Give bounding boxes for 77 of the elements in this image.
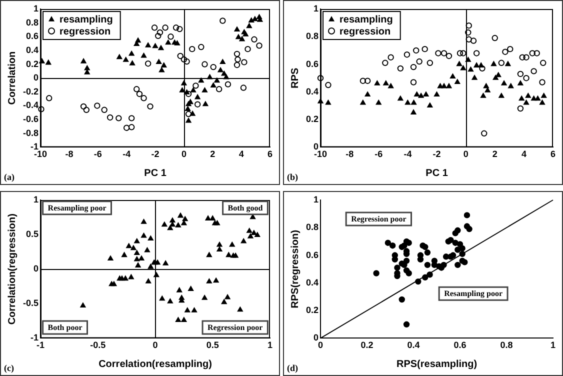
text: (b) (287, 172, 298, 182)
x-tick-label: -2 (151, 149, 160, 160)
x-tick-label: -8 (346, 149, 354, 160)
annotation: Both good (228, 202, 264, 212)
y-tick-label: 0 (313, 332, 319, 342)
x-tick-label: -0.5 (90, 340, 106, 350)
y-tick-label: 0.4 (306, 86, 319, 96)
y-tick-label: -0.4 (22, 100, 39, 110)
y-tick-label: 0.2 (26, 58, 39, 69)
y-tick-label: 0 (33, 72, 39, 83)
y-tick-label: -1 (30, 332, 39, 342)
annotation: Resampling poor (48, 202, 107, 212)
x-axis-title: PC 1 (426, 168, 448, 179)
legend-label: resampling (60, 14, 113, 26)
x-tick-label: 0.8 (500, 340, 513, 350)
y-axis-title: Correlation (6, 51, 18, 105)
x-tick-label: 6 (267, 149, 273, 160)
y-tick-label: 1 (33, 3, 39, 14)
text: (a) (4, 172, 14, 182)
x-tick-label: 0.4 (407, 340, 420, 350)
x-tick-label: 0.5 (206, 340, 219, 350)
x-tick-label: 2 (492, 149, 498, 160)
x-tick-label: 2 (210, 149, 216, 160)
x-tick-label: -6 (374, 149, 383, 160)
x-tick-label: 0 (181, 149, 186, 160)
y-tick-label: 0.4 (26, 44, 39, 55)
legend-label: regression (340, 26, 391, 38)
x-tick-label: 4 (238, 149, 244, 160)
text: (c) (4, 362, 14, 372)
x-tick-label: 1 (550, 340, 556, 350)
legend-label: resampling (340, 14, 393, 26)
x-tick-label: -4 (122, 149, 131, 160)
x-tick-label: 4 (521, 149, 526, 160)
x-tick-label: -4 (404, 149, 412, 160)
legend-label: regression (60, 26, 111, 38)
x-tick-label: -10 (314, 149, 328, 160)
y-tick-label: 0.5 (26, 228, 39, 239)
y-tick-label: -0.6 (22, 114, 39, 124)
annotation: Both poor (48, 322, 83, 332)
y-tick-label: 0.6 (26, 31, 39, 42)
y-tick-label: 0.4 (306, 276, 319, 287)
y-tick-label: -0.8 (22, 128, 39, 138)
y-tick-label: 0.8 (26, 17, 39, 28)
y-tick-label: -0.2 (22, 86, 39, 96)
x-tick-label: -2 (432, 149, 441, 160)
y-axis-title: RPS (290, 67, 301, 88)
y-tick-label: 0.2 (306, 304, 319, 315)
x-tick-label: -10 (34, 149, 48, 160)
x-axis-title: Correlation(resampling) (98, 358, 212, 370)
x-tick-label: 0.2 (360, 340, 374, 350)
x-axis-title: PC 1 (144, 168, 167, 179)
y-tick-label: 1 (33, 194, 39, 204)
y-tick-label: -0.5 (22, 298, 39, 308)
y-axis-title: RPS(regression) (290, 229, 301, 308)
x-tick-label: 0 (463, 149, 468, 160)
y-tick-label: 0.6 (306, 58, 319, 69)
y-tick-label: 0 (33, 263, 39, 274)
text: (d) (287, 362, 298, 372)
y-axis-title: Correlation(regression) (6, 213, 18, 324)
y-tick-label: 0.8 (306, 222, 319, 232)
annotation: Regression poor (208, 322, 264, 332)
x-tick-label: -6 (94, 149, 102, 160)
x-tick-label: 1 (267, 340, 273, 350)
y-tick-label: 0 (313, 142, 319, 152)
y-tick-label: -1 (30, 142, 39, 152)
annotation: Resampling poor (444, 288, 503, 298)
x-tick-label: 6 (550, 149, 556, 160)
y-tick-label: 1 (313, 194, 319, 204)
annotation: Regression poor (351, 214, 407, 223)
y-tick-label: 1 (313, 3, 319, 14)
y-tick-label: 0.6 (306, 249, 319, 260)
y-tick-label: 0.8 (306, 31, 319, 42)
x-tick-label: 0 (152, 340, 158, 350)
x-tick-label: -8 (65, 149, 74, 160)
x-axis-title: RPS(resampling) (396, 358, 478, 370)
y-tick-label: 0.2 (306, 114, 319, 124)
x-tick-label: 0.6 (454, 340, 466, 350)
